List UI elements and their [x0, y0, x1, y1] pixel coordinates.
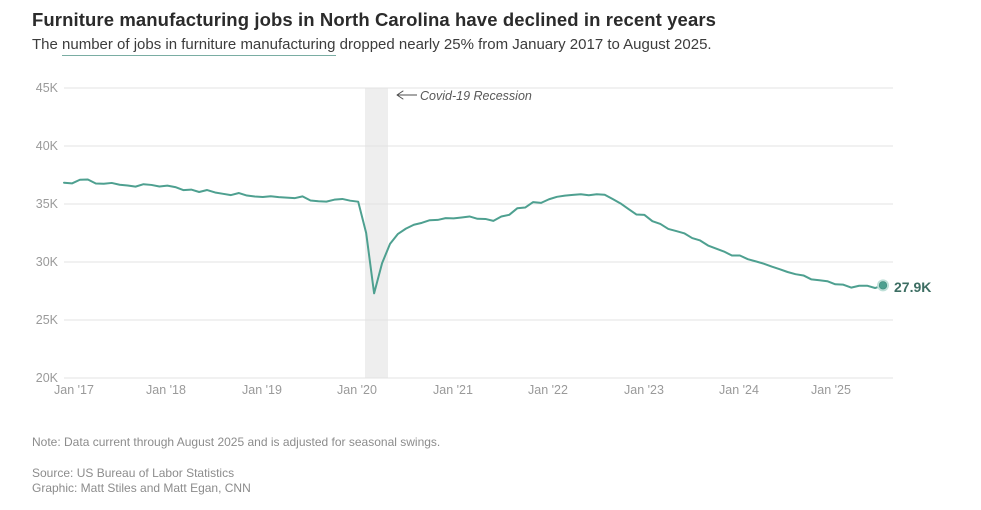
svg-text:Covid-19 Recession: Covid-19 Recession: [420, 89, 532, 103]
svg-text:30K: 30K: [36, 255, 59, 269]
svg-text:Jan '19: Jan '19: [242, 383, 282, 396]
svg-text:40K: 40K: [36, 139, 59, 153]
svg-text:Jan '20: Jan '20: [337, 383, 377, 396]
svg-text:Jan '22: Jan '22: [528, 383, 568, 396]
svg-text:Jan '21: Jan '21: [433, 383, 473, 396]
svg-text:35K: 35K: [36, 197, 59, 211]
svg-text:Jan '17: Jan '17: [54, 383, 94, 396]
svg-text:Jan '18: Jan '18: [146, 383, 186, 396]
svg-text:45K: 45K: [36, 81, 59, 95]
svg-text:Jan '23: Jan '23: [624, 383, 664, 396]
svg-text:Jan '24: Jan '24: [719, 383, 759, 396]
svg-text:25K: 25K: [36, 313, 59, 327]
svg-text:Jan '25: Jan '25: [811, 383, 851, 396]
